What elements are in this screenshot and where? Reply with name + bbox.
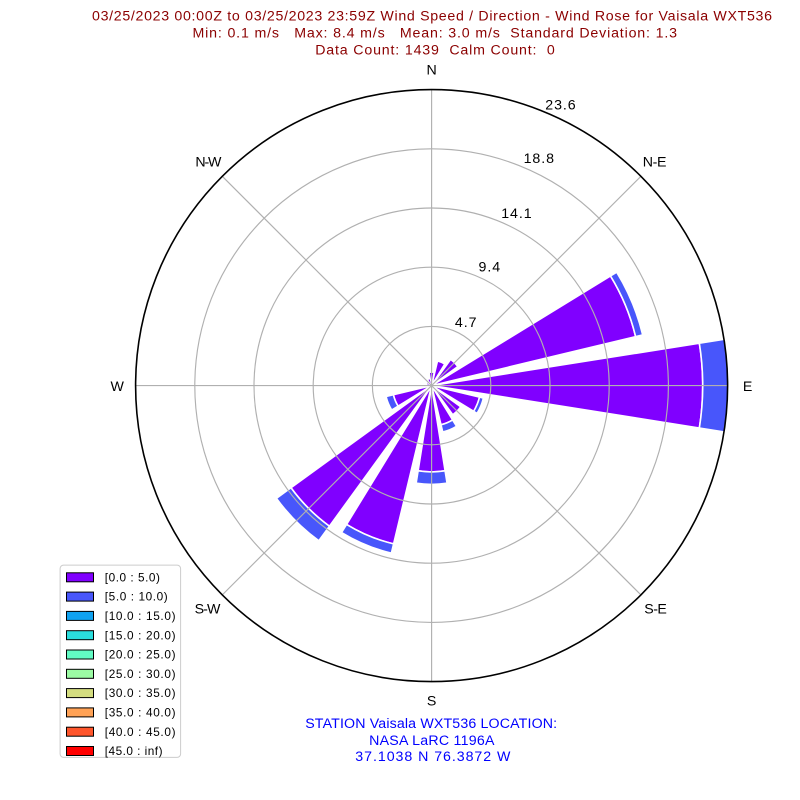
svg-text:14.1: 14.1 bbox=[501, 206, 532, 222]
svg-text:[10.0 : 15.0): [10.0 : 15.0) bbox=[105, 609, 176, 623]
svg-text:9.4: 9.4 bbox=[478, 260, 500, 276]
svg-text:[0.0 : 5.0): [0.0 : 5.0) bbox=[105, 570, 160, 584]
svg-text:[30.0 : 35.0): [30.0 : 35.0) bbox=[105, 686, 176, 700]
svg-text:W: W bbox=[110, 379, 124, 395]
svg-text:[35.0 : 40.0): [35.0 : 40.0) bbox=[105, 706, 176, 720]
svg-text:23.6: 23.6 bbox=[545, 97, 576, 113]
svg-text:[5.0 : 10.0): [5.0 : 10.0) bbox=[105, 590, 168, 604]
svg-text:N: N bbox=[426, 62, 436, 78]
svg-text:S-W: S-W bbox=[195, 601, 221, 617]
svg-text:[40.0 : 45.0): [40.0 : 45.0) bbox=[105, 725, 176, 739]
svg-text:E: E bbox=[743, 379, 752, 395]
svg-text:37.1038 N 76.3872 W: 37.1038 N 76.3872 W bbox=[355, 749, 511, 765]
svg-text:Data Count: 1439 Calm Count:: Data Count: 1439 Calm Count: 0 bbox=[315, 43, 555, 59]
svg-text:N-E: N-E bbox=[643, 155, 667, 171]
svg-text:S-E: S-E bbox=[644, 601, 667, 617]
svg-text:03/25/2023 00:00Z to 03/25/202: 03/25/2023 00:00Z to 03/25/2023 23:59Z W… bbox=[92, 9, 772, 25]
svg-text:STATION Vaisala WXT536 LOCATIO: STATION Vaisala WXT536 LOCATION: bbox=[305, 716, 557, 732]
svg-text:[45.0 : inf): [45.0 : inf) bbox=[105, 744, 163, 758]
svg-text:N-W: N-W bbox=[195, 155, 222, 171]
svg-text:NASA LaRC 1196A: NASA LaRC 1196A bbox=[369, 733, 495, 749]
svg-text:18.8: 18.8 bbox=[524, 151, 555, 167]
svg-text:[25.0 : 30.0): [25.0 : 30.0) bbox=[105, 667, 176, 681]
svg-text:[15.0 : 20.0): [15.0 : 20.0) bbox=[105, 628, 176, 642]
svg-text:[20.0 : 25.0): [20.0 : 25.0) bbox=[105, 648, 176, 662]
svg-text:4.7: 4.7 bbox=[455, 315, 477, 331]
svg-text:Min: 0.1 m/s Max: 8.4 m/s: Min: 0.1 m/s Max: 8.4 m/s Mean: 3.0 m/s … bbox=[193, 26, 678, 42]
svg-text:S: S bbox=[427, 693, 436, 709]
